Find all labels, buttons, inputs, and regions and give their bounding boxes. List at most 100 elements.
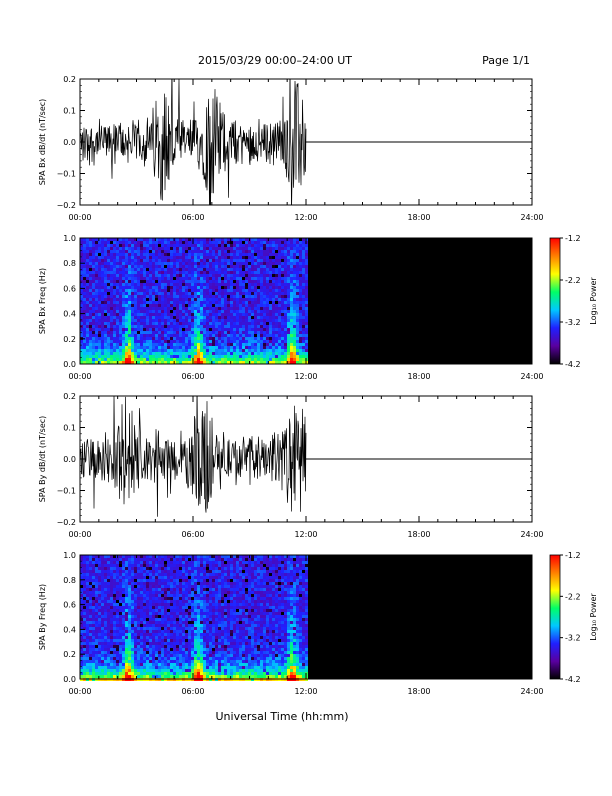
spectrogram-cell <box>167 301 170 304</box>
spectrogram-cell <box>173 642 176 645</box>
spectrogram-cell <box>92 355 95 358</box>
spectrogram-cell <box>146 268 149 271</box>
spectrogram-cell <box>239 301 242 304</box>
spectrogram-cell <box>125 289 128 292</box>
spectrogram-cell <box>266 265 269 268</box>
spectrogram-cell <box>164 675 167 678</box>
spectrogram-cell <box>140 654 143 657</box>
spectrogram-cell <box>131 627 134 630</box>
spectrogram-cell <box>158 289 161 292</box>
spectrogram-cell <box>239 283 242 286</box>
spectrogram-cell <box>191 352 194 355</box>
spectrogram-cell <box>170 651 173 654</box>
spectrogram-cell <box>119 259 122 262</box>
spectrogram-cell <box>155 618 158 621</box>
spectrogram-cell <box>251 316 254 319</box>
spectrogram-cell <box>290 322 293 325</box>
spectrogram-cell <box>92 310 95 313</box>
spectrogram-cell <box>116 660 119 663</box>
spectrogram-cell <box>158 295 161 298</box>
spectrogram-cell <box>230 337 233 340</box>
spectrogram-cell <box>155 657 158 660</box>
spectrogram-cell <box>167 307 170 310</box>
spectrogram-cell <box>110 334 113 337</box>
spectrogram-cell <box>236 262 239 265</box>
spectrogram-cell <box>248 355 251 358</box>
spectrogram-cell <box>128 663 131 666</box>
spectrogram-cell <box>146 301 149 304</box>
spectrogram-cell <box>122 585 125 588</box>
x-tick-label: 06:00 <box>181 213 204 222</box>
spectrogram-cell <box>275 259 278 262</box>
spectrogram-cell <box>272 334 275 337</box>
spectrogram-cell <box>194 250 197 253</box>
spectrogram-cell <box>167 606 170 609</box>
spectrogram-cell <box>239 358 242 361</box>
spectrogram-cell <box>101 292 104 295</box>
spectrogram-cell <box>155 253 158 256</box>
spectrogram-cell <box>215 343 218 346</box>
spectrogram-cell <box>83 250 86 253</box>
spectrogram-cell <box>104 666 107 669</box>
spectrogram-cell <box>167 244 170 247</box>
spectrogram-cell <box>143 594 146 597</box>
spectrogram-cell <box>125 666 128 669</box>
spectrogram-cell <box>248 292 251 295</box>
spectrogram-cell <box>200 349 203 352</box>
spectrogram-cell <box>266 262 269 265</box>
spectrogram-cell <box>290 334 293 337</box>
spectrogram-cell <box>200 256 203 259</box>
spectrogram-cell <box>134 645 137 648</box>
spectrogram-cell <box>170 262 173 265</box>
spectrogram-cell <box>236 358 239 361</box>
spectrogram-cell <box>296 277 299 280</box>
spectrogram-cell <box>197 259 200 262</box>
spectrogram-cell <box>197 298 200 301</box>
spectrogram-cell <box>101 340 104 343</box>
spectrogram-cell <box>116 319 119 322</box>
spectrogram-cell <box>143 642 146 645</box>
spectrogram-cell <box>170 298 173 301</box>
spectrogram-cell <box>131 271 134 274</box>
spectrogram-cell <box>119 585 122 588</box>
spectrogram-cell <box>113 259 116 262</box>
spectrogram-cell <box>305 301 308 304</box>
spectrogram-cell <box>125 268 128 271</box>
spectrogram-cell <box>179 319 182 322</box>
spectrogram-cell <box>149 567 152 570</box>
spectrogram-cell <box>245 304 248 307</box>
spectrogram-cell <box>143 561 146 564</box>
spectrogram-cell <box>152 642 155 645</box>
spectrogram-cell <box>164 639 167 642</box>
spectrogram-cell <box>146 603 149 606</box>
spectrogram-cell <box>104 615 107 618</box>
spectrogram-cell <box>107 633 110 636</box>
spectrogram-cell <box>236 280 239 283</box>
spectrogram-cell <box>233 298 236 301</box>
spectrogram-cell <box>233 340 236 343</box>
spectrogram-cell <box>107 346 110 349</box>
spectrogram-cell <box>158 340 161 343</box>
spectrogram-cell <box>83 349 86 352</box>
spectrogram-cell <box>152 666 155 669</box>
spectrogram-cell <box>158 576 161 579</box>
spectrogram-cell <box>242 244 245 247</box>
spectrogram-cell <box>89 286 92 289</box>
spectrogram-cell <box>95 247 98 250</box>
spectrogram-cell <box>179 606 182 609</box>
spectrogram-cell <box>89 585 92 588</box>
spectrogram-cell <box>242 313 245 316</box>
spectrogram-cell <box>176 343 179 346</box>
spectrogram-cell <box>107 579 110 582</box>
spectrogram-cell <box>152 567 155 570</box>
spectrogram-cell <box>206 319 209 322</box>
spectrogram-cell <box>272 346 275 349</box>
spectrogram-cell <box>167 639 170 642</box>
spectrogram-cell <box>257 331 260 334</box>
spectrogram-cell <box>203 256 206 259</box>
spectrogram-cell <box>185 289 188 292</box>
spectrogram-cell <box>179 283 182 286</box>
spectrogram-cell <box>107 247 110 250</box>
spectrogram-cell <box>176 247 179 250</box>
